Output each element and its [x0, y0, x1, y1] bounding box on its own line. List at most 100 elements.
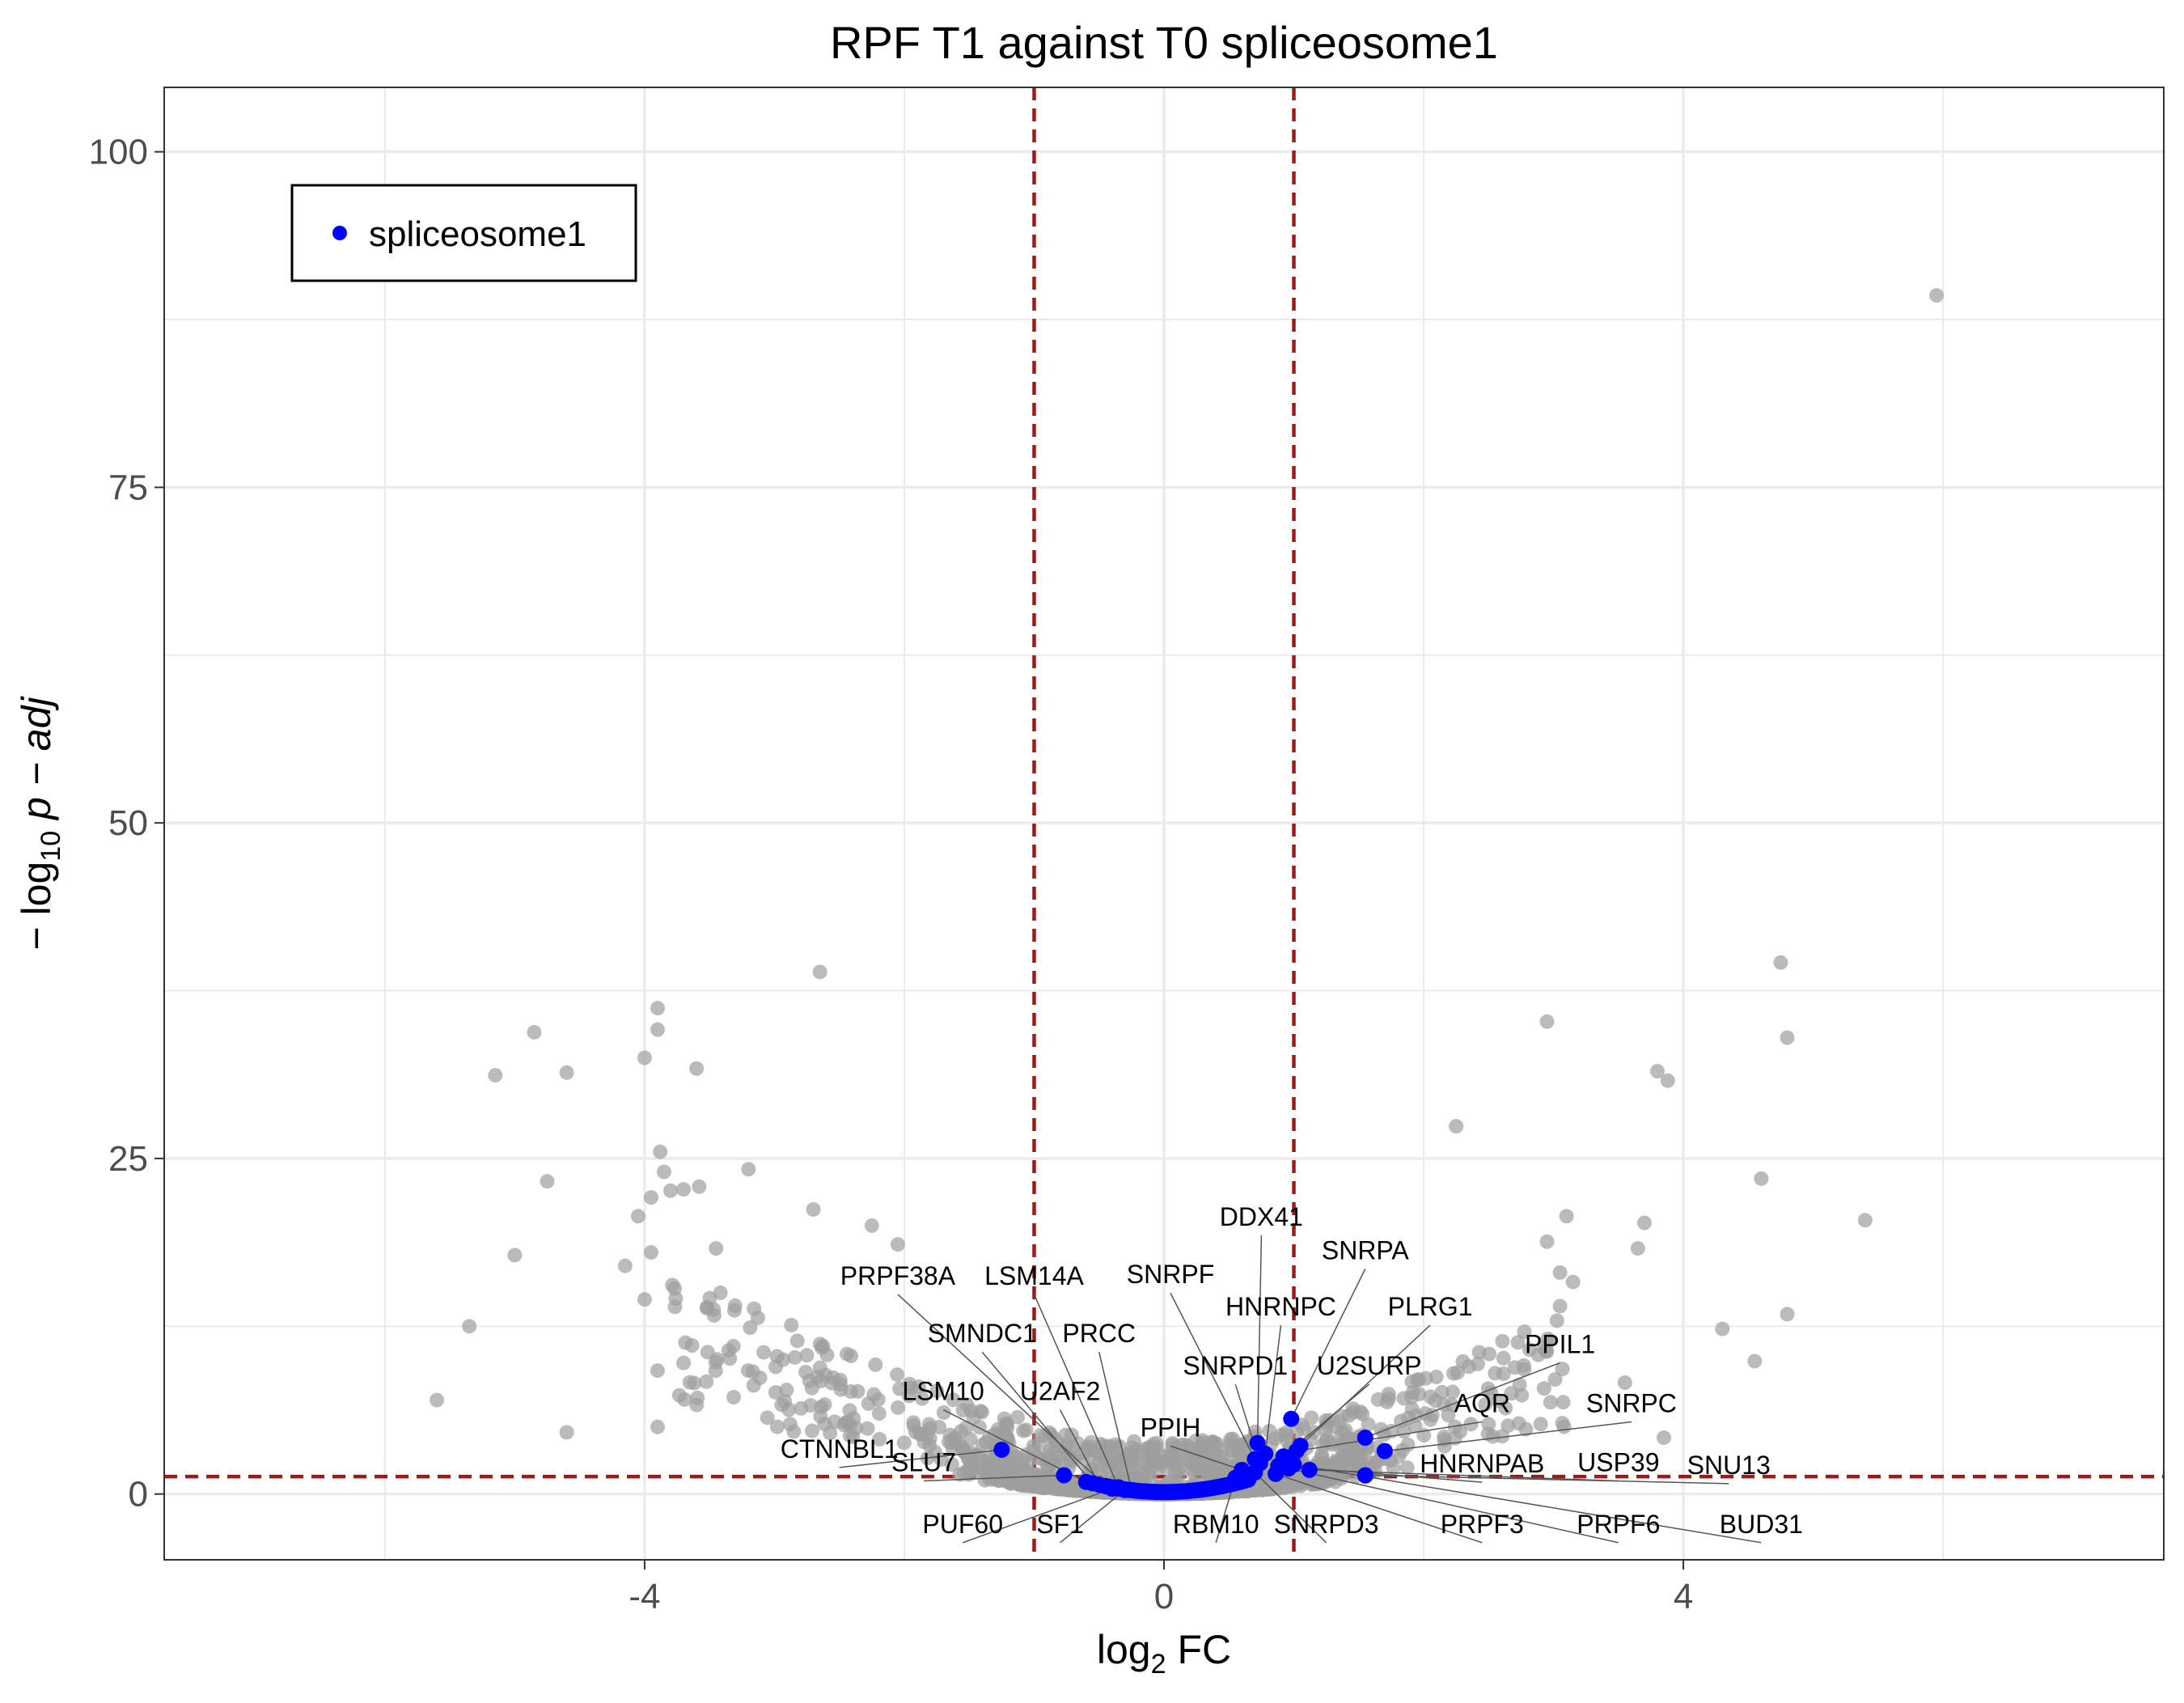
background-point [1331, 1457, 1346, 1472]
highlight-point [1301, 1461, 1318, 1478]
gene-labels: DDX41 SNRPA HNRNPC PLRG1 PPIL1 SNRPF SNRPD1 U2S… [781, 1202, 1803, 1539]
leader-line [1059, 1409, 1100, 1485]
gene-label: PRPF38A [840, 1261, 956, 1290]
background-point [1370, 1392, 1386, 1407]
background-point [1455, 1354, 1471, 1369]
background-point [1549, 1313, 1564, 1328]
background-point [1536, 1341, 1551, 1356]
background-point [974, 1404, 989, 1420]
highlight-point [1227, 1469, 1244, 1486]
background-point [812, 964, 827, 980]
gene-label: U2SURP [1317, 1351, 1422, 1380]
background-point [1478, 1396, 1493, 1412]
background-point [663, 1183, 679, 1198]
background-point [676, 1355, 692, 1370]
gene-label: DDX41 [1220, 1202, 1303, 1231]
background-point [784, 1317, 799, 1332]
background-point [1539, 1234, 1555, 1249]
background-point [540, 1174, 555, 1189]
background-point [1449, 1119, 1464, 1134]
background-point [1445, 1384, 1460, 1400]
y-tick-label: 25 [108, 1139, 148, 1179]
background-point [650, 1001, 665, 1016]
background-point [559, 1065, 574, 1080]
background-point [1533, 1417, 1548, 1432]
background-point [653, 1144, 668, 1159]
background-point [1396, 1424, 1412, 1439]
background-point [665, 1277, 680, 1293]
background-point [902, 1376, 917, 1392]
background-point [430, 1392, 445, 1408]
background-point [1559, 1209, 1574, 1224]
leader-line [1275, 1473, 1483, 1544]
background-point [1008, 1448, 1023, 1464]
highlight-point [1077, 1473, 1094, 1490]
background-point [676, 1182, 692, 1197]
x-tick-label: 0 [1154, 1577, 1174, 1616]
background-point [1279, 1427, 1294, 1442]
background-point [1399, 1460, 1415, 1476]
background-point [1555, 1395, 1571, 1410]
background-point [1491, 1393, 1506, 1409]
background-point [743, 1320, 758, 1336]
background-point [1193, 1454, 1208, 1469]
gene-label: SNU13 [1687, 1451, 1771, 1480]
background-point [929, 1383, 945, 1399]
background-point [1404, 1389, 1420, 1404]
gene-label: SLU7 [891, 1448, 956, 1477]
background-point [747, 1301, 762, 1316]
gene-label: SMNDC1 [928, 1319, 1037, 1348]
background-point [1536, 1381, 1551, 1396]
background-point [726, 1390, 742, 1405]
leader-line [1290, 1269, 1366, 1420]
background-point [1428, 1369, 1444, 1384]
leader-line [839, 1449, 1002, 1468]
background-point [1747, 1354, 1763, 1369]
leader-line [962, 1488, 1113, 1544]
background-point [722, 1351, 738, 1366]
background-point [1488, 1366, 1503, 1381]
gene-label: BUD31 [1720, 1510, 1803, 1539]
background-point [1404, 1401, 1420, 1417]
background-point [689, 1061, 705, 1076]
background-point [1124, 1440, 1140, 1455]
background-point [559, 1425, 574, 1440]
leader-line [1365, 1474, 1729, 1485]
gene-label: PUF60 [922, 1510, 1003, 1539]
background-point [799, 1348, 815, 1363]
background-point [1361, 1417, 1376, 1432]
background-point [1346, 1443, 1361, 1459]
background-point [838, 1415, 853, 1430]
background-point [1857, 1213, 1873, 1228]
gene-label: HNRNPC [1225, 1292, 1336, 1321]
background-point [699, 1374, 714, 1389]
background-point [860, 1421, 875, 1436]
background-point [1137, 1441, 1153, 1456]
background-point [713, 1285, 728, 1300]
gene-label: RBM10 [1173, 1510, 1259, 1539]
background-point [912, 1426, 928, 1442]
background-point [890, 1237, 905, 1252]
background-point [1552, 1265, 1568, 1280]
background-point [1204, 1435, 1220, 1451]
background-point [462, 1319, 477, 1334]
background-point [1552, 1298, 1568, 1314]
background-point [1346, 1404, 1361, 1420]
background-point [959, 1397, 975, 1413]
background-point [1015, 1423, 1031, 1438]
gene-label: PRPF3 [1441, 1510, 1524, 1539]
chart-title: RPF T1 against T0 spliceosome1 [830, 17, 1498, 68]
gene-label: PRCC [1062, 1319, 1136, 1348]
background-point [1565, 1274, 1581, 1290]
background-point [630, 1209, 645, 1224]
background-point [1319, 1457, 1335, 1472]
background-point [1780, 1307, 1795, 1322]
background-point [1155, 1449, 1170, 1464]
leader-line [1264, 1324, 1282, 1455]
background-point [1517, 1324, 1532, 1340]
highlight-point [1376, 1442, 1393, 1459]
background-point [787, 1349, 802, 1365]
background-point [1423, 1389, 1438, 1404]
